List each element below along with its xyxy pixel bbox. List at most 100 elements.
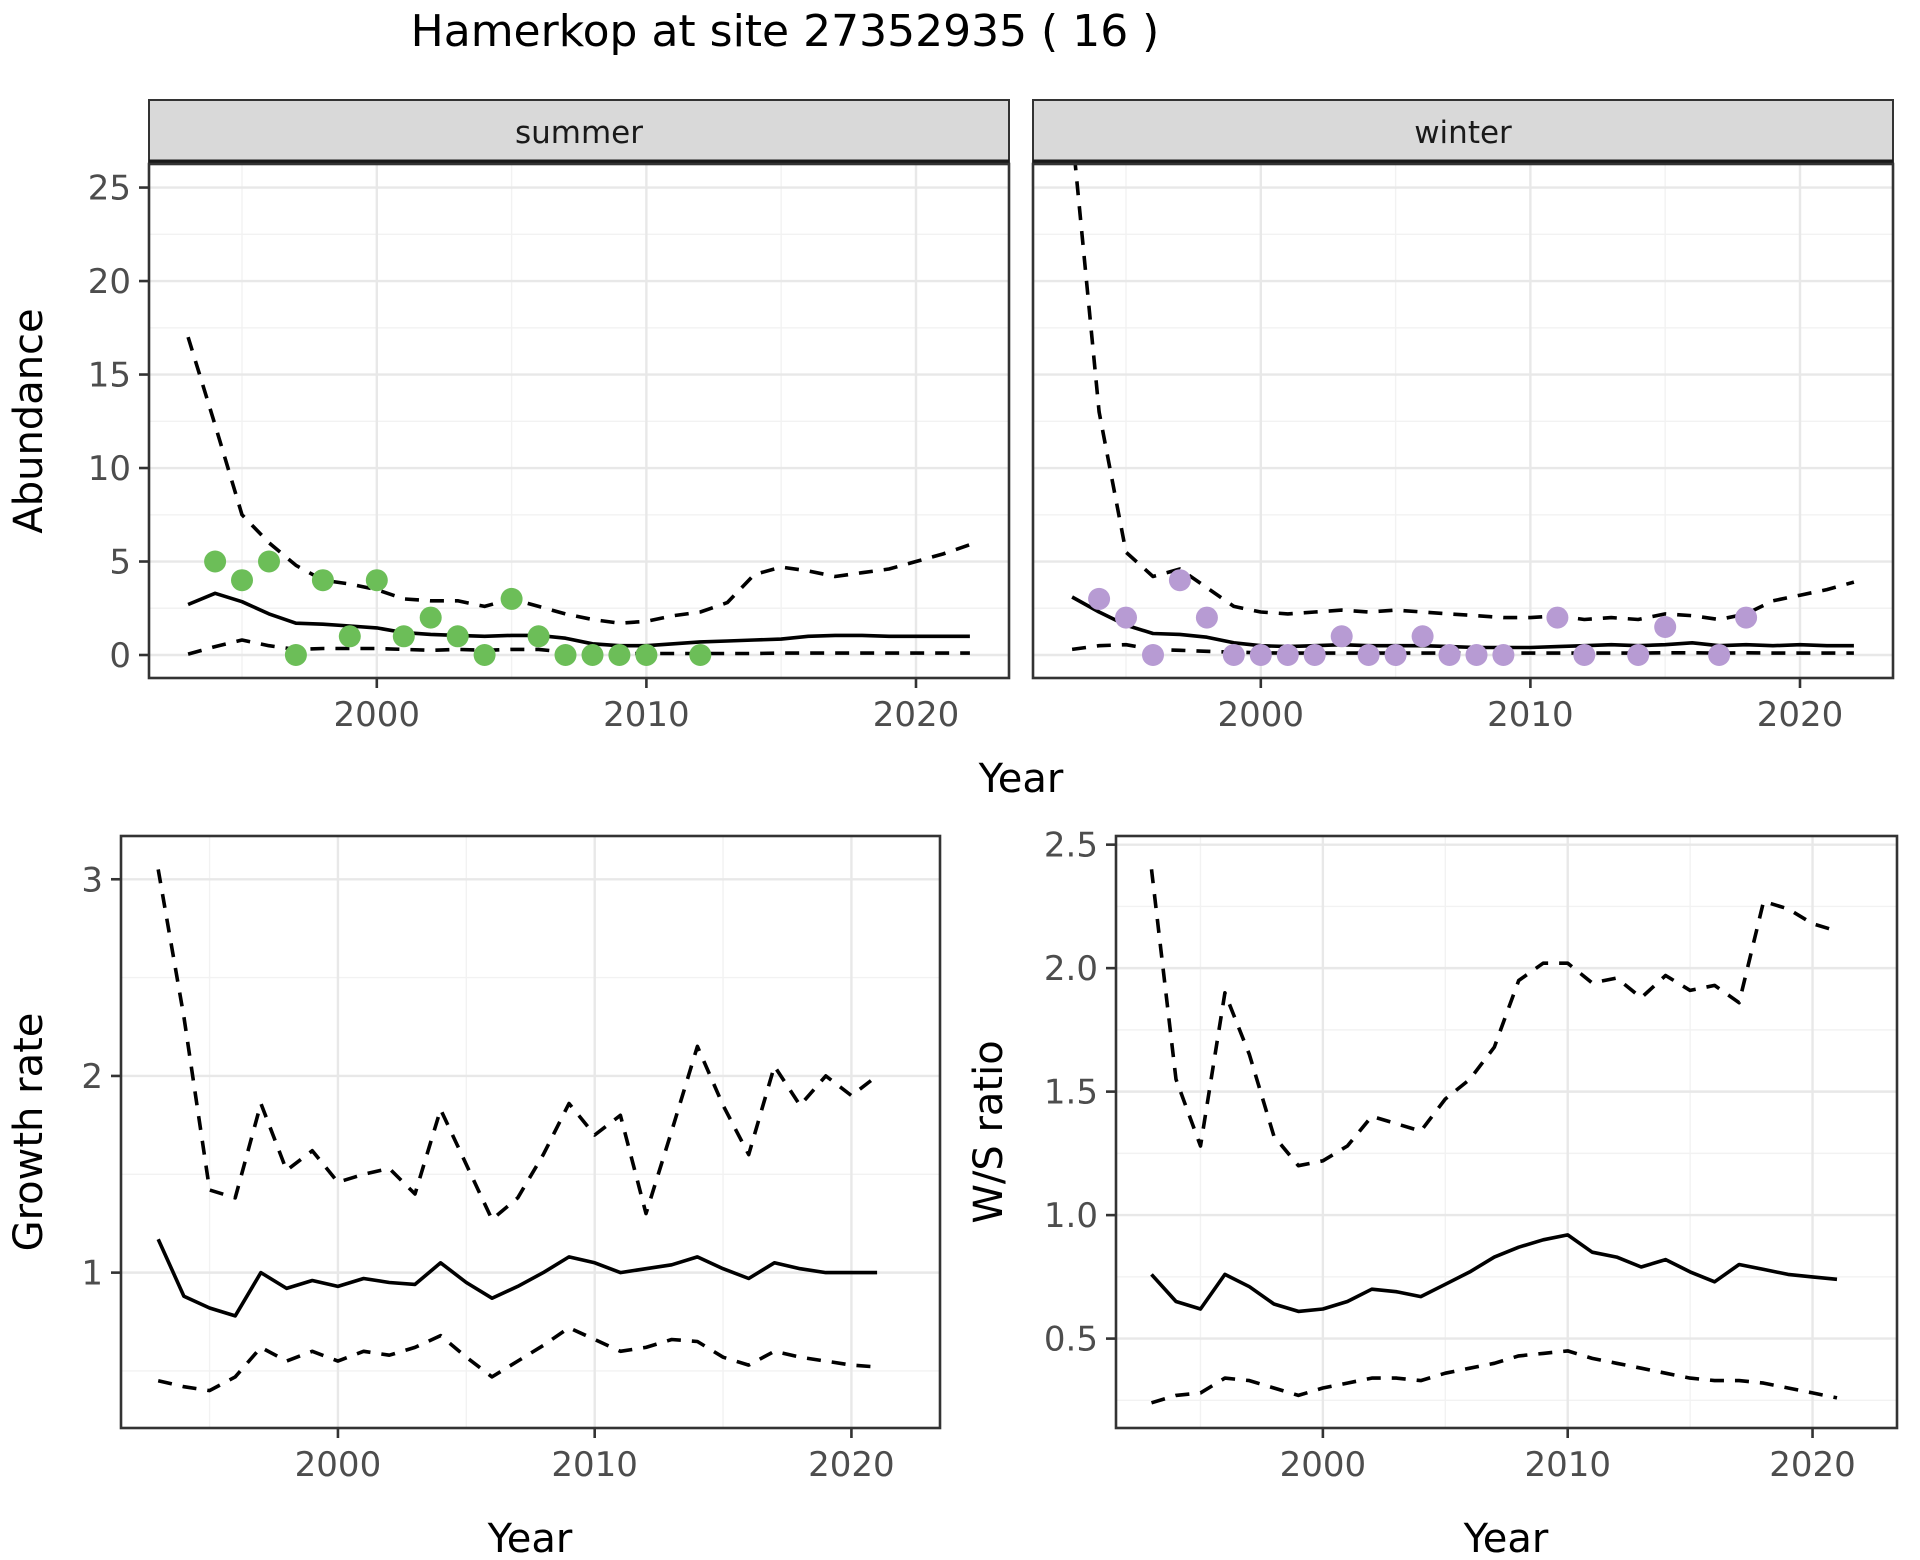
observation-points: [204, 550, 712, 666]
observation-point: [1546, 606, 1569, 629]
observation-point: [231, 569, 253, 592]
observation-point: [1465, 644, 1488, 666]
observation-point: [608, 644, 631, 666]
x-tick-label: 2000: [1280, 1445, 1367, 1485]
x-tick-label: 2020: [873, 695, 960, 735]
observation-point: [635, 644, 658, 666]
panel-border: [147, 162, 1011, 680]
observation-point: [1438, 644, 1461, 666]
observation-point: [419, 606, 442, 629]
y-tick-label: 3: [81, 860, 103, 900]
upper-ci-line: [1149, 869, 1838, 1168]
observation-point: [1330, 625, 1353, 648]
x-tick-label: 2010: [551, 1445, 638, 1485]
facet-strip-winter-bg: [1032, 99, 1894, 163]
facet-strip-summer: summer: [148, 99, 1010, 165]
lower-ci-line: [157, 1325, 878, 1393]
x-tick-label: 2000: [295, 1445, 382, 1485]
observation-point: [204, 550, 227, 573]
facet-strip-winter: winter: [1032, 99, 1894, 165]
observation-point: [1708, 644, 1731, 666]
y-tick-label: 2.5: [1044, 826, 1098, 866]
lower-ci-line: [1150, 1349, 1838, 1405]
observation-point: [1088, 587, 1111, 610]
y-tick-label: 1: [81, 1254, 103, 1294]
panel-gridlines: [1033, 164, 1893, 678]
observation-point: [1384, 644, 1407, 666]
observation-point: [500, 587, 523, 610]
panel-background: [1116, 836, 1897, 1428]
observation-point: [1249, 644, 1272, 666]
observation-point: [1303, 644, 1326, 666]
panel-border: [1031, 162, 1895, 680]
ws-ratio-y-axis-title: W/S ratio: [966, 1040, 1012, 1223]
fit-line: [187, 591, 970, 648]
panel-border: [1114, 834, 1899, 1430]
observation-point: [1142, 644, 1164, 666]
ws-x-axis-title: Year: [1463, 1516, 1549, 1560]
facet-strip-summer-label: summer: [515, 115, 643, 151]
lower-ci-line: [187, 638, 970, 656]
fit-line: [156, 1238, 878, 1318]
panel-axis: 2000 2010 2020 1 2 3: [81, 860, 894, 1485]
observation-point: [689, 644, 712, 666]
observation-point: [581, 644, 604, 666]
figure-title: Hamerkop at site 27352935 ( 16 ): [411, 6, 1160, 57]
x-tick-label: 2020: [1757, 695, 1844, 735]
y-tick-label: 1.0: [1044, 1196, 1098, 1236]
x-tick-label: 2010: [1487, 695, 1574, 735]
observation-point: [1627, 644, 1650, 666]
panel-gridlines: [121, 836, 940, 1428]
observation-point: [1573, 644, 1596, 666]
y-tick-label: 0.5: [1044, 1320, 1098, 1360]
x-tick-label: 2000: [1218, 695, 1305, 735]
growth-x-axis-title: Year: [487, 1516, 573, 1560]
panel-abundance_summer: 2000 2010 2020 0 5 10 15 20 25: [88, 162, 1011, 735]
observation-point: [1654, 616, 1677, 638]
observation-point: [527, 625, 550, 648]
panel-axis: 2000 2010 2020 0.5 1.0 1.5 2.0 2.5: [1044, 826, 1856, 1485]
panel-abundance_winter: 2000 2010 2020: [1031, 162, 1895, 735]
observation-point: [1411, 625, 1434, 648]
top-x-axis-title: Year: [978, 756, 1064, 802]
panel-gridlines: [149, 164, 1009, 678]
observation-point: [258, 550, 280, 573]
x-tick-label: 2000: [334, 695, 421, 735]
y-tick-label: 15: [88, 356, 131, 396]
panel-growth_rate: 2000 2010 2020 1 2 3: [81, 834, 942, 1485]
panel-axis: 2000 2010 2020 0 5 10 15 20 25: [88, 169, 960, 735]
observation-point: [1195, 606, 1218, 629]
observation-point: [554, 644, 577, 666]
panel-background: [121, 836, 940, 1428]
observation-point: [473, 644, 496, 666]
x-tick-label: 2010: [1524, 1445, 1611, 1485]
observation-point: [1222, 644, 1245, 666]
facet-strip-summer-bg: [148, 99, 1010, 163]
y-tick-label: 20: [88, 262, 131, 302]
panel-gridlines: [1116, 836, 1897, 1428]
panel-border: [119, 834, 942, 1430]
panel-axis: 2000 2010 2020: [1218, 678, 1844, 735]
y-tick-label: 5: [109, 543, 131, 583]
observation-point: [338, 625, 361, 648]
growth-rate-y-axis-title: Growth rate: [6, 1013, 52, 1252]
y-tick-label: 1.5: [1044, 1073, 1098, 1113]
panel-ws_ratio: 2000 2010 2020 0.5 1.0 1.5 2.0 2.5: [1044, 826, 1899, 1485]
panel-series: [1149, 869, 1838, 1405]
fit-line: [1150, 1233, 1838, 1314]
x-tick-label: 2020: [808, 1445, 895, 1485]
observation-point: [284, 644, 307, 666]
y-tick-label: 0: [109, 636, 131, 676]
observation-point: [311, 569, 334, 592]
panel-series: [156, 869, 879, 1393]
y-tick-label: 2: [81, 1057, 103, 1097]
observation-point: [1357, 644, 1380, 666]
y-tick-label: 10: [88, 449, 131, 489]
observation-point: [1115, 606, 1137, 629]
observation-point: [1492, 644, 1515, 666]
observation-point: [365, 569, 388, 592]
facet-strip-winter-label: winter: [1414, 115, 1512, 151]
y-tick-label: 25: [88, 169, 131, 209]
